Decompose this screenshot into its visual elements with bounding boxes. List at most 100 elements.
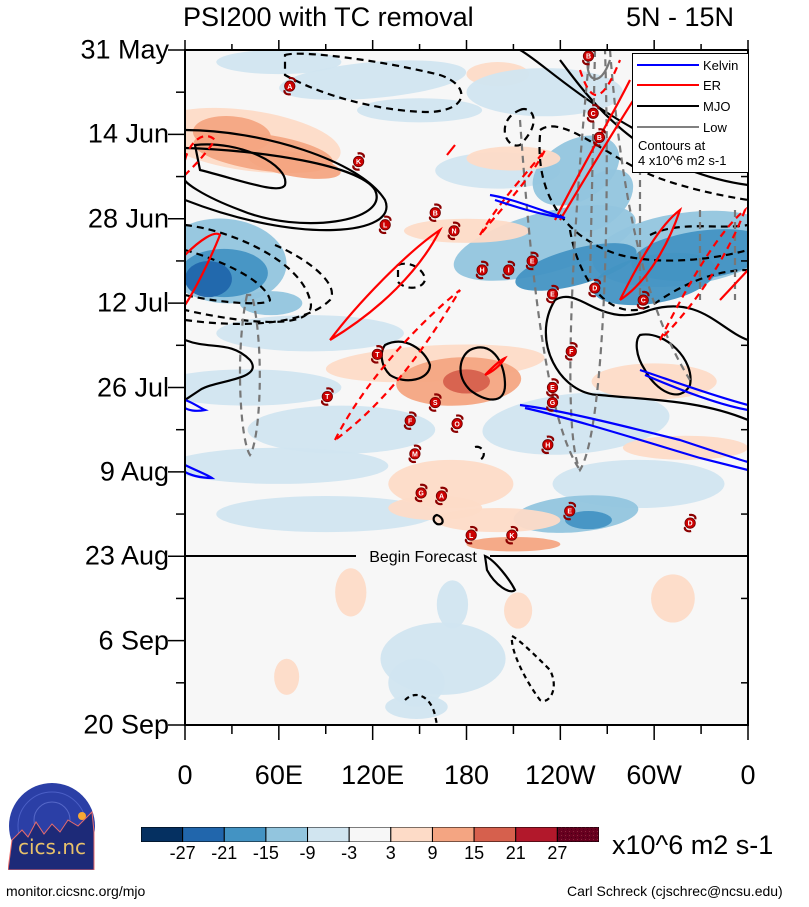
shading-patch	[385, 694, 448, 719]
tc-spiral-icon	[320, 387, 334, 406]
tc-label: G	[418, 491, 424, 498]
shading-patch	[403, 218, 530, 243]
legend-swatch	[637, 84, 699, 86]
wave-contours	[185, 50, 748, 725]
tc-marker: K	[505, 525, 519, 545]
tc-marker: A	[435, 486, 448, 506]
shading-patch	[435, 508, 561, 533]
kelvin-contour	[185, 398, 209, 412]
tc-core	[415, 487, 427, 499]
er-contour	[619, 207, 683, 301]
mjo-contour	[185, 338, 254, 401]
y-tick-label: 12 Jul	[96, 287, 169, 318]
y-tick-label: 23 Aug	[84, 540, 169, 571]
tc-spiral-icon	[450, 414, 464, 433]
tc-label: K	[356, 159, 361, 166]
low-contour	[608, 50, 691, 381]
tc-marker: C	[586, 103, 600, 123]
tc-marker: L	[378, 215, 392, 235]
legend-item-kelvin: Kelvin	[637, 58, 738, 73]
y-tick-label: 6 Sep	[98, 625, 169, 656]
colorbar-swatch	[307, 827, 350, 842]
tc-core	[593, 131, 606, 143]
mjo-contour	[380, 340, 432, 382]
tc-core	[503, 264, 515, 276]
tc-label: C	[591, 111, 596, 118]
tc-marker: F	[403, 411, 417, 430]
x-tick-label: 60W	[626, 760, 682, 790]
tc-marker: O	[450, 414, 464, 433]
mjo-contour	[404, 693, 439, 725]
tc-core	[542, 439, 554, 451]
tc-marker: T	[320, 387, 334, 406]
shading-patch	[591, 363, 717, 400]
legend-note: Contours at	[638, 138, 706, 153]
legend-item-mjo: MJO	[637, 99, 730, 114]
colorbar-swatch	[390, 827, 433, 842]
tc-spiral-icon	[593, 128, 606, 147]
er-contour	[719, 269, 748, 301]
x-tick-label: 120E	[341, 760, 405, 790]
colorbar	[141, 827, 599, 842]
tc-core	[371, 348, 383, 360]
legend-swatch	[637, 105, 699, 107]
tc-marker: T	[371, 345, 384, 364]
shading-patch	[357, 98, 483, 123]
shading-patch	[466, 146, 561, 171]
tc-core	[637, 294, 649, 306]
tc-spiral-icon	[378, 215, 392, 235]
tc-marker: E	[563, 501, 577, 521]
tc-core	[546, 396, 559, 409]
x-tick-label: 0	[740, 760, 756, 790]
tc-core	[404, 415, 416, 427]
colorbar-tick-label: -9	[299, 843, 316, 863]
tc-spiral-icon	[371, 345, 384, 364]
tc-core	[587, 107, 599, 119]
axis-ticks	[168, 40, 749, 740]
tc-spiral-icon	[435, 486, 448, 506]
tc-spiral-icon	[414, 483, 428, 503]
tc-core	[565, 345, 577, 357]
mjo-contour	[432, 513, 444, 526]
er-contour	[659, 206, 748, 341]
x-tick-label: 120W	[525, 760, 596, 790]
tc-core	[589, 282, 601, 294]
colorbar-tick-label: 3	[385, 843, 396, 863]
tc-label: M	[412, 451, 418, 458]
tc-label: D	[592, 286, 597, 293]
tc-label: H	[545, 442, 550, 449]
er-contour	[479, 149, 546, 236]
colorbar-swatch	[182, 827, 225, 842]
er-contour	[185, 232, 222, 306]
tc-core	[465, 529, 477, 541]
tc-marker: E	[546, 378, 559, 397]
mjo-contour	[185, 248, 272, 305]
footer-url[interactable]: monitor.cicsnc.org/mjo	[6, 883, 146, 899]
tc-label: B	[597, 135, 602, 142]
mjo-contour	[635, 333, 692, 396]
tc-core	[546, 381, 559, 394]
tc-marker: F	[564, 342, 578, 361]
er-contour	[446, 144, 456, 156]
mountain-icon	[8, 810, 95, 870]
tc-label: O	[454, 421, 460, 428]
tc-marker: D	[588, 278, 602, 298]
tc-spiral-icon	[582, 50, 595, 66]
tc-core	[284, 80, 296, 92]
colorbar-tick-label: -21	[211, 843, 238, 863]
tc-label: K	[509, 533, 514, 540]
tc-label: F	[569, 349, 574, 356]
tc-marker: N	[447, 221, 461, 241]
shading-patch	[504, 592, 533, 629]
tc-marker: I	[502, 260, 516, 280]
tc-label: F	[408, 418, 413, 425]
tc-core	[546, 288, 559, 300]
shading-patch	[622, 435, 748, 460]
tc-label: E	[550, 385, 555, 392]
er-contour	[185, 135, 217, 176]
tc-core	[409, 448, 421, 460]
shading-patch	[466, 68, 623, 117]
tc-spiral-icon	[546, 284, 559, 304]
tc-spiral-icon	[502, 260, 516, 280]
tc-marker: E	[546, 284, 559, 304]
